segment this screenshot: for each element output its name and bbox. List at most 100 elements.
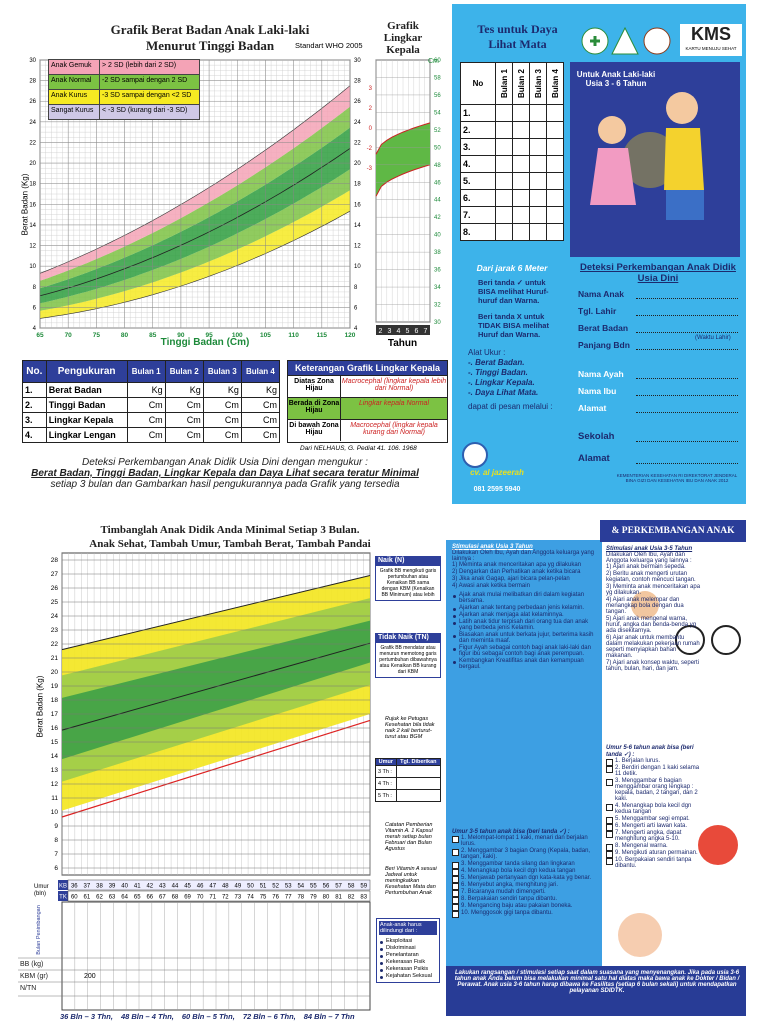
y-tick-label: 6 <box>54 865 58 872</box>
age-value: 61 <box>84 895 91 901</box>
vit-advice: Beri Vitamin A sesuai Jadwal untuk menin… <box>385 866 437 896</box>
y-tick-label: 27 <box>51 571 59 578</box>
left-check: 8. Berpakaian sendiri tanpa dibantu. <box>452 896 598 904</box>
y-tick-label: 14 <box>354 223 361 229</box>
table-row: 2. Tinggi Badan Cm Cm Cm Cm <box>22 397 281 413</box>
table-cell: 3. <box>22 412 47 428</box>
median-line <box>39 148 351 297</box>
fields-parents: Nama Ayah Nama Ibu Alamat <box>578 362 738 413</box>
table-cell: Cm <box>202 412 242 428</box>
vision-title: Tes untuk Daya Lihat Mata <box>477 22 558 51</box>
y-tick-label: 22 <box>29 140 36 146</box>
year-label: 4 <box>397 328 401 335</box>
legend-key: Anak Normal <box>49 75 100 89</box>
vision-no: 7. <box>460 206 496 224</box>
age-value: 63 <box>109 895 116 901</box>
y-tick-label: 16 <box>354 202 361 208</box>
vision-row: 3. <box>460 138 564 156</box>
standard: Standart WHO 2005 <box>295 41 363 50</box>
boy-shirt <box>664 128 704 190</box>
left-bullet: Ajarkan anak menjaga alat kelaminnya. <box>452 612 598 618</box>
x-tick-label: 70 <box>65 332 73 339</box>
y-tick-label: 28 <box>354 79 361 85</box>
year-label: 2 <box>379 328 383 335</box>
left-item: 2) Dengarkan dan Perhatikan anak ketika … <box>452 569 581 575</box>
age-note: 36 Bln – 3 Thn, <box>60 1012 113 1021</box>
protect-item: Penelantaran <box>379 952 437 958</box>
legend-desc: -2 SD sampai dengan 2 SD <box>102 77 188 84</box>
table-cell: Lingkar Kepala <box>45 412 128 428</box>
tool-item: -. Lingkar Kepala. <box>468 378 535 387</box>
vision-cell <box>512 206 530 224</box>
year-label: 3 <box>388 328 392 335</box>
y-tick-label: 18 <box>354 182 361 188</box>
vision-cell <box>546 206 564 224</box>
age-value: 83 <box>360 895 367 901</box>
table-cell: Lingkar Lengan <box>45 427 128 443</box>
left-check: 10. Menggosok gigi tanpa dibantu. <box>452 910 598 918</box>
tool-item: -. Berat Badan. <box>468 358 525 367</box>
tool-item: -. Daya Lihat Mata. <box>468 388 539 397</box>
left-check: 6. Menyebut angka, menghitung jari. <box>452 882 598 890</box>
kms-footer: KEMENTERIAN KESEHATAN RI DIREKTORAT JEND… <box>616 473 738 483</box>
z-label: 0 <box>369 126 373 132</box>
y-tick-label: 21 <box>51 655 59 662</box>
vit-row: 3 Th : <box>375 765 442 778</box>
age-value: 57 <box>335 884 342 890</box>
vision-cell <box>529 138 547 156</box>
legend-desc: < -3 SD (kurang dari -3 SD) <box>102 107 188 114</box>
field-line <box>636 403 738 413</box>
y-tick-label: 20 <box>354 161 361 167</box>
vision-header: No <box>460 62 496 105</box>
logo-3 <box>643 27 671 55</box>
vision-distance: Dari jarak 6 Meter <box>476 263 548 273</box>
x-tick-label: 90 <box>177 332 185 339</box>
left-item: 1) Meminta anak menceritakan apa yg dila… <box>452 562 582 568</box>
age-value: 70 <box>197 895 204 901</box>
right-item: 1) Ajari anak bermain sepeda. <box>606 564 686 570</box>
table-cell: Cm <box>126 397 166 413</box>
left-check-title: Umur 3-5 tahun anak bisa (beri tanda ✓) … <box>452 829 570 835</box>
right-checks: 1. Berjalan lurus. 2. Berdiri dengan 1 ka… <box>606 758 706 869</box>
sd-line <box>39 85 351 274</box>
left-item: 3) Jika anak Gagap, ajari bicara pelan-p… <box>452 576 570 582</box>
age-note: 72 Bln – 6 Thn, <box>242 1012 296 1021</box>
right-check: 10. Berpakaian sendiri tanpa dibantu. <box>606 857 706 869</box>
head-line <box>375 122 431 155</box>
age-value: 55 <box>310 884 317 890</box>
table-cell: Cm <box>164 412 204 428</box>
vision-cell <box>529 155 547 173</box>
age-label: Umur (bln) <box>34 884 49 897</box>
form-field: Nama Anak <box>578 282 738 299</box>
vit-age: 4 Th : <box>375 777 397 790</box>
y-tick-label: 28 <box>51 557 59 564</box>
vision-no: 2. <box>460 121 496 139</box>
girl-dress <box>590 148 636 205</box>
y-tick-label: 6 <box>354 305 358 311</box>
head-legend-row: Di bawah Zona Hijau Macrocephal (lingkar … <box>288 419 447 441</box>
age-value: 42 <box>146 884 153 890</box>
age-value: 69 <box>184 895 191 901</box>
left-check: 2. Menggambar 3 bagian Orang (Kepala, ba… <box>452 848 598 860</box>
legend-key: Anak Gemuk <box>49 60 100 74</box>
y-tick-label: 4 <box>354 326 358 332</box>
left-intro: Dilakukan Oleh Ibu, Ayah dan Anggota kel… <box>452 550 594 562</box>
field-label: Nama Ibu <box>578 386 617 396</box>
reference-band <box>40 190 350 319</box>
right-check: 4. Menangkap bola kecil dgn kedua tangan <box>606 803 706 815</box>
x-tick-label: 85 <box>149 332 157 339</box>
age-value: 64 <box>121 895 128 901</box>
age-value: 41 <box>134 884 141 890</box>
table-cell: Cm <box>240 412 281 428</box>
age-value: 78 <box>297 895 304 901</box>
right-item: 4) Ajari anak melempar dan menangkap bol… <box>606 597 684 615</box>
age-value: 54 <box>297 884 304 890</box>
form-field: Panjang Bdn <box>578 333 738 350</box>
note-line: setiap 3 bulan dan Gambarkan hasil pengu… <box>50 479 400 490</box>
right-check-title: Umur 5-6 tahun anak bisa (beri tanda ✓) … <box>606 745 694 758</box>
y-tick-label: 26 <box>51 585 59 592</box>
vision-cell <box>546 104 564 122</box>
up-text: Grafik BB mengikuti garis pertumbuhan at… <box>375 565 441 601</box>
vision-no: 6. <box>460 189 496 207</box>
right-item: 3) Meminta anak menceritakan apa yg dila… <box>606 584 701 596</box>
